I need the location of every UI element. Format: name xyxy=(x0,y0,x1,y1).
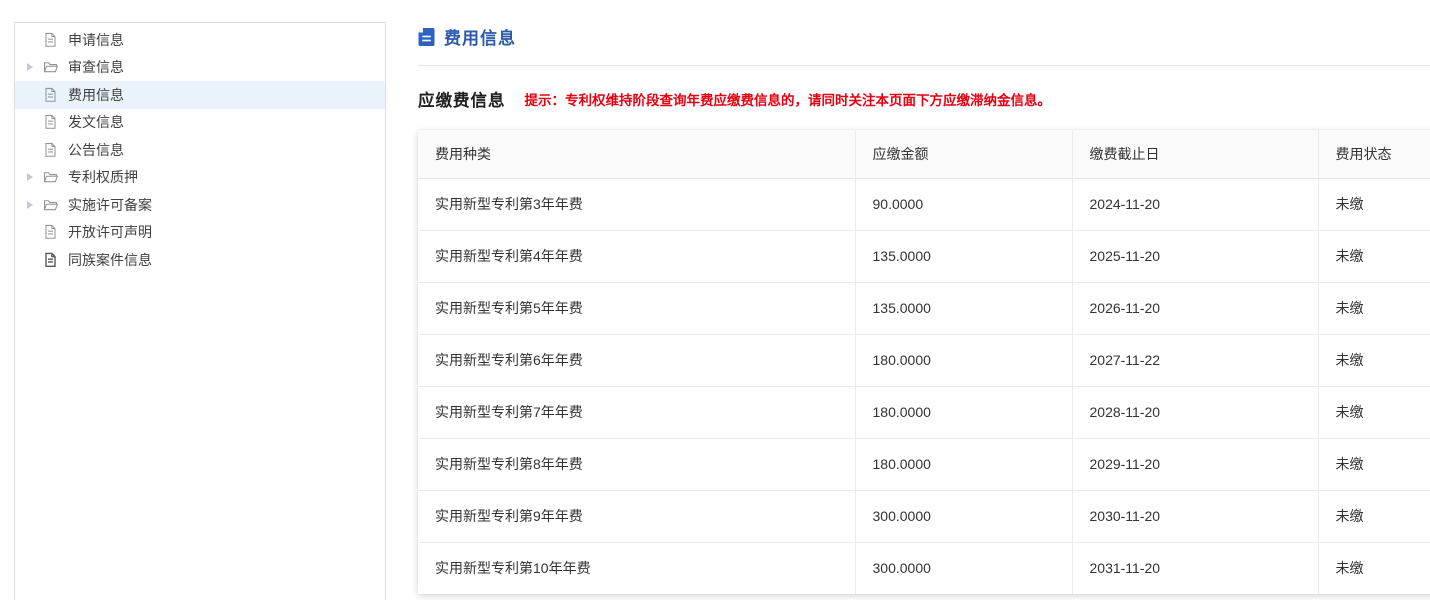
fee-type-cell: 实用新型专利第9年年费 xyxy=(418,490,855,543)
fee-type-cell: 实用新型专利第10年年费 xyxy=(418,542,855,594)
fee-type-cell: 实用新型专利第5年年费 xyxy=(418,282,855,335)
sidebar-item-1[interactable]: 审查信息 xyxy=(15,54,385,82)
column-header-0: 费用种类 xyxy=(418,130,855,179)
status-cell: 未缴 xyxy=(1317,282,1430,335)
due-date-cell: 2024-11-20 xyxy=(1071,178,1318,231)
page-title-row: 费用信息 xyxy=(418,24,516,49)
sidebar-item-3[interactable]: 发文信息 xyxy=(15,109,385,137)
amount-cell: 180.0000 xyxy=(854,334,1072,387)
sidebar-item-6[interactable]: 实施许可备案 xyxy=(15,191,385,219)
sidebar-item-label: 同族案件信息 xyxy=(68,251,152,268)
expand-caret-icon[interactable] xyxy=(26,198,43,212)
fee-type-cell: 实用新型专利第8年年费 xyxy=(418,438,855,491)
table-row-0: 实用新型专利第3年年费 90.0000 2024-11-20 未缴 xyxy=(418,178,1430,231)
sidebar-item-label: 申请信息 xyxy=(68,31,124,48)
document-icon xyxy=(43,87,58,103)
status-cell: 未缴 xyxy=(1317,178,1430,231)
column-header-1: 应缴金额 xyxy=(854,130,1072,179)
header-divider xyxy=(418,65,1430,66)
sidebar-item-4[interactable]: 公告信息 xyxy=(15,136,385,164)
tip-text: 提示：专利权维持阶段查询年费应缴费信息的，请同时关注本页面下方应缴滞纳金信息。 xyxy=(524,93,1052,108)
column-header-2: 缴费截止日 xyxy=(1071,130,1318,179)
folder-icon xyxy=(43,169,58,185)
due-date-cell: 2025-11-20 xyxy=(1071,230,1318,283)
due-date-cell: 2030-11-20 xyxy=(1071,490,1318,543)
document-icon xyxy=(43,224,58,240)
sidebar-item-label: 专利权质押 xyxy=(68,169,138,186)
document-icon xyxy=(43,142,58,158)
document-bold-icon xyxy=(43,252,58,268)
section-title: 应缴费信息 xyxy=(418,92,506,110)
amount-cell: 180.0000 xyxy=(854,438,1072,491)
sidebar-item-label: 开放许可声明 xyxy=(68,224,152,241)
status-cell: 未缴 xyxy=(1317,438,1430,491)
amount-cell: 135.0000 xyxy=(854,282,1072,335)
due-date-cell: 2028-11-20 xyxy=(1071,386,1318,439)
table-row-3: 实用新型专利第6年年费 180.0000 2027-11-22 未缴 xyxy=(418,334,1430,387)
table-row-4: 实用新型专利第7年年费 180.0000 2028-11-20 未缴 xyxy=(418,386,1430,439)
expand-caret-icon[interactable] xyxy=(26,60,43,74)
folder-icon xyxy=(43,59,58,75)
due-date-cell: 2031-11-20 xyxy=(1071,542,1318,594)
fee-type-cell: 实用新型专利第3年年费 xyxy=(418,178,855,231)
status-cell: 未缴 xyxy=(1317,334,1430,387)
sidebar-item-7[interactable]: 开放许可声明 xyxy=(15,219,385,247)
sidebar-item-0[interactable]: 申请信息 xyxy=(15,26,385,54)
due-date-cell: 2029-11-20 xyxy=(1071,438,1318,491)
status-cell: 未缴 xyxy=(1317,386,1430,439)
status-cell: 未缴 xyxy=(1317,230,1430,283)
document-icon xyxy=(43,114,58,130)
sidebar-item-label: 发文信息 xyxy=(68,114,124,131)
fee-type-cell: 实用新型专利第4年年费 xyxy=(418,230,855,283)
status-cell: 未缴 xyxy=(1317,542,1430,594)
sidebar-tree-panel: 申请信息 审查信息 费用信息 xyxy=(14,22,386,600)
fee-info-title-icon xyxy=(418,27,435,47)
sidebar-item-label: 费用信息 xyxy=(68,86,124,103)
due-date-cell: 2027-11-22 xyxy=(1071,334,1318,387)
fee-type-cell: 实用新型专利第7年年费 xyxy=(418,386,855,439)
amount-cell: 180.0000 xyxy=(854,386,1072,439)
document-icon xyxy=(43,32,58,48)
amount-cell: 300.0000 xyxy=(854,490,1072,543)
amount-cell: 135.0000 xyxy=(854,230,1072,283)
table-row-2: 实用新型专利第5年年费 135.0000 2026-11-20 未缴 xyxy=(418,282,1430,335)
table-row-6: 实用新型专利第9年年费 300.0000 2030-11-20 未缴 xyxy=(418,490,1430,543)
table-row-7: 实用新型专利第10年年费 300.0000 2031-11-20 未缴 xyxy=(418,542,1430,594)
sidebar-item-5[interactable]: 专利权质押 xyxy=(15,164,385,192)
table-row-5: 实用新型专利第8年年费 180.0000 2029-11-20 未缴 xyxy=(418,438,1430,491)
status-cell: 未缴 xyxy=(1317,490,1430,543)
fees-table-container: 费用种类 应缴金额 缴费截止日 费用状态 实用新型专利第3年年费 90.0000 2024… xyxy=(418,130,1430,594)
fee-type-cell: 实用新型专利第6年年费 xyxy=(418,334,855,387)
table-row-1: 实用新型专利第4年年费 135.0000 2025-11-20 未缴 xyxy=(418,230,1430,283)
amount-cell: 90.0000 xyxy=(854,178,1072,231)
page-title: 费用信息 xyxy=(444,29,516,48)
sidebar-item-2[interactable]: 费用信息 xyxy=(15,81,385,109)
sidebar-item-label: 审查信息 xyxy=(68,59,124,76)
amount-cell: 300.0000 xyxy=(854,542,1072,594)
expand-caret-icon[interactable] xyxy=(26,170,43,184)
fees-table: 费用种类 应缴金额 缴费截止日 费用状态 实用新型专利第3年年费 90.0000 2024… xyxy=(418,130,1430,594)
sidebar-item-8[interactable]: 同族案件信息 xyxy=(15,246,385,274)
table-header-row: 费用种类 应缴金额 缴费截止日 费用状态 xyxy=(418,130,1430,179)
sidebar-item-label: 实施许可备案 xyxy=(68,196,152,213)
sidebar-item-label: 公告信息 xyxy=(68,141,124,158)
section-row: 应缴费信息 提示：专利权维持阶段查询年费应缴费信息的，请同时关注本页面下方应缴滞… xyxy=(418,87,1051,111)
due-date-cell: 2026-11-20 xyxy=(1071,282,1318,335)
column-header-3: 费用状态 xyxy=(1317,130,1430,179)
folder-icon xyxy=(43,197,58,213)
